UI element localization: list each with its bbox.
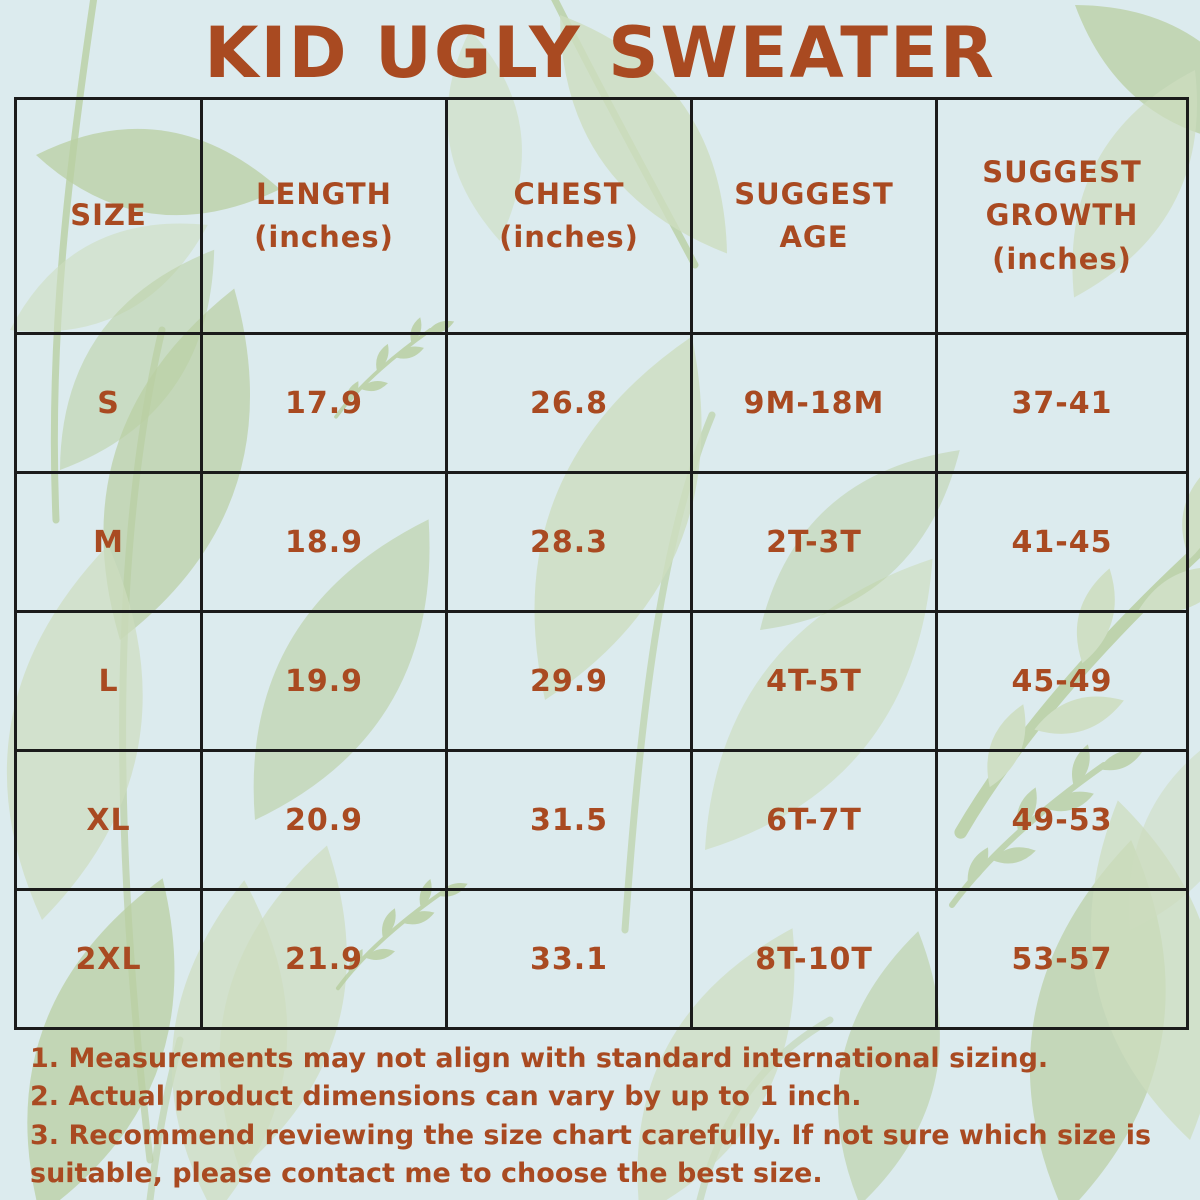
cell-length: 20.9 <box>200 749 448 891</box>
table-body: S 17.9 26.8 9M-18M 37-41 M 18.9 28.3 2T-… <box>14 332 1189 1030</box>
cell-growth: 45-49 <box>935 610 1189 752</box>
cell-age: 4T-5T <box>690 610 938 752</box>
cell-age: 6T-7T <box>690 749 938 891</box>
header-row: SIZE LENGTH (inches) CHEST (inches) SUGG… <box>14 97 1189 335</box>
cell-length: 21.9 <box>200 888 448 1030</box>
cell-chest: 33.1 <box>445 888 693 1030</box>
header-suggest-age: SUGGEST AGE <box>690 97 938 335</box>
size-label: S <box>14 332 203 474</box>
cell-length: 17.9 <box>200 332 448 474</box>
header-length: LENGTH (inches) <box>200 97 448 335</box>
size-label: L <box>14 610 203 752</box>
header-size: SIZE <box>14 97 203 335</box>
cell-age: 9M-18M <box>690 332 938 474</box>
cell-growth: 37-41 <box>935 332 1189 474</box>
cell-length: 18.9 <box>200 471 448 613</box>
footnotes: 1. Measurements may not align with stand… <box>30 1040 1178 1193</box>
header-suggest-growth: SUGGEST GROWTH (inches) <box>935 97 1189 335</box>
table-row-m: M 18.9 28.3 2T-3T 41-45 <box>14 471 1189 613</box>
table-row-s: S 17.9 26.8 9M-18M 37-41 <box>14 332 1189 474</box>
cell-age: 2T-3T <box>690 471 938 613</box>
note-1: 1. Measurements may not align with stand… <box>30 1043 1049 1074</box>
cell-growth: 41-45 <box>935 471 1189 613</box>
note-2: 2. Actual product dimensions can vary by… <box>30 1081 862 1113</box>
cell-chest: 31.5 <box>445 749 693 891</box>
size-label: 2XL <box>14 888 203 1030</box>
cell-chest: 26.8 <box>445 332 693 474</box>
size-chart-table: SIZE LENGTH (inches) CHEST (inches) SUGG… <box>14 97 1189 1030</box>
table-row-2xl: 2XL 21.9 33.1 8T-10T 53-57 <box>14 888 1189 1030</box>
table-row-l: L 19.9 29.9 4T-5T 45-49 <box>14 610 1189 752</box>
cell-chest: 28.3 <box>445 471 693 613</box>
cell-growth: 53-57 <box>935 888 1189 1030</box>
note-3: 3. Recommend reviewing the size chart ca… <box>30 1119 1152 1189</box>
cell-growth: 49-53 <box>935 749 1189 891</box>
table-header: SIZE LENGTH (inches) CHEST (inches) SUGG… <box>14 97 1189 335</box>
page-title: KID UGLY SWEATER <box>204 12 996 94</box>
cell-age: 8T-10T <box>690 888 938 1030</box>
size-label: M <box>14 471 203 613</box>
table-row-xl: XL 20.9 31.5 6T-7T 49-53 <box>14 749 1189 891</box>
cell-length: 19.9 <box>200 610 448 752</box>
cell-chest: 29.9 <box>445 610 693 752</box>
header-chest: CHEST (inches) <box>445 97 693 335</box>
size-label: XL <box>14 749 203 891</box>
